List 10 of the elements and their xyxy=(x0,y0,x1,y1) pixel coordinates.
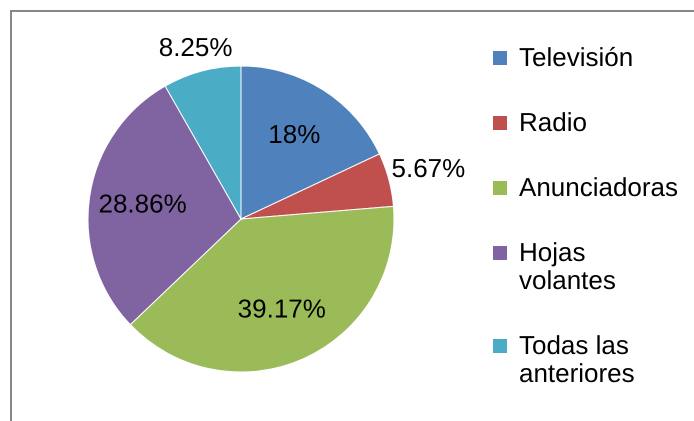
data-label: 28.86% xyxy=(98,188,187,219)
legend-label: Todas las anteriores xyxy=(519,330,635,388)
data-label: 5.67% xyxy=(392,152,466,183)
legend-label: Anunciadoras xyxy=(519,172,678,202)
legend-label: Televisión xyxy=(519,42,634,72)
legend-label: Radio xyxy=(519,107,587,137)
legend-label: Hojas volantes xyxy=(519,237,616,295)
data-label: 39.17% xyxy=(238,294,326,324)
data-label: 18% xyxy=(268,119,320,150)
data-label: 8.25% xyxy=(158,32,232,62)
